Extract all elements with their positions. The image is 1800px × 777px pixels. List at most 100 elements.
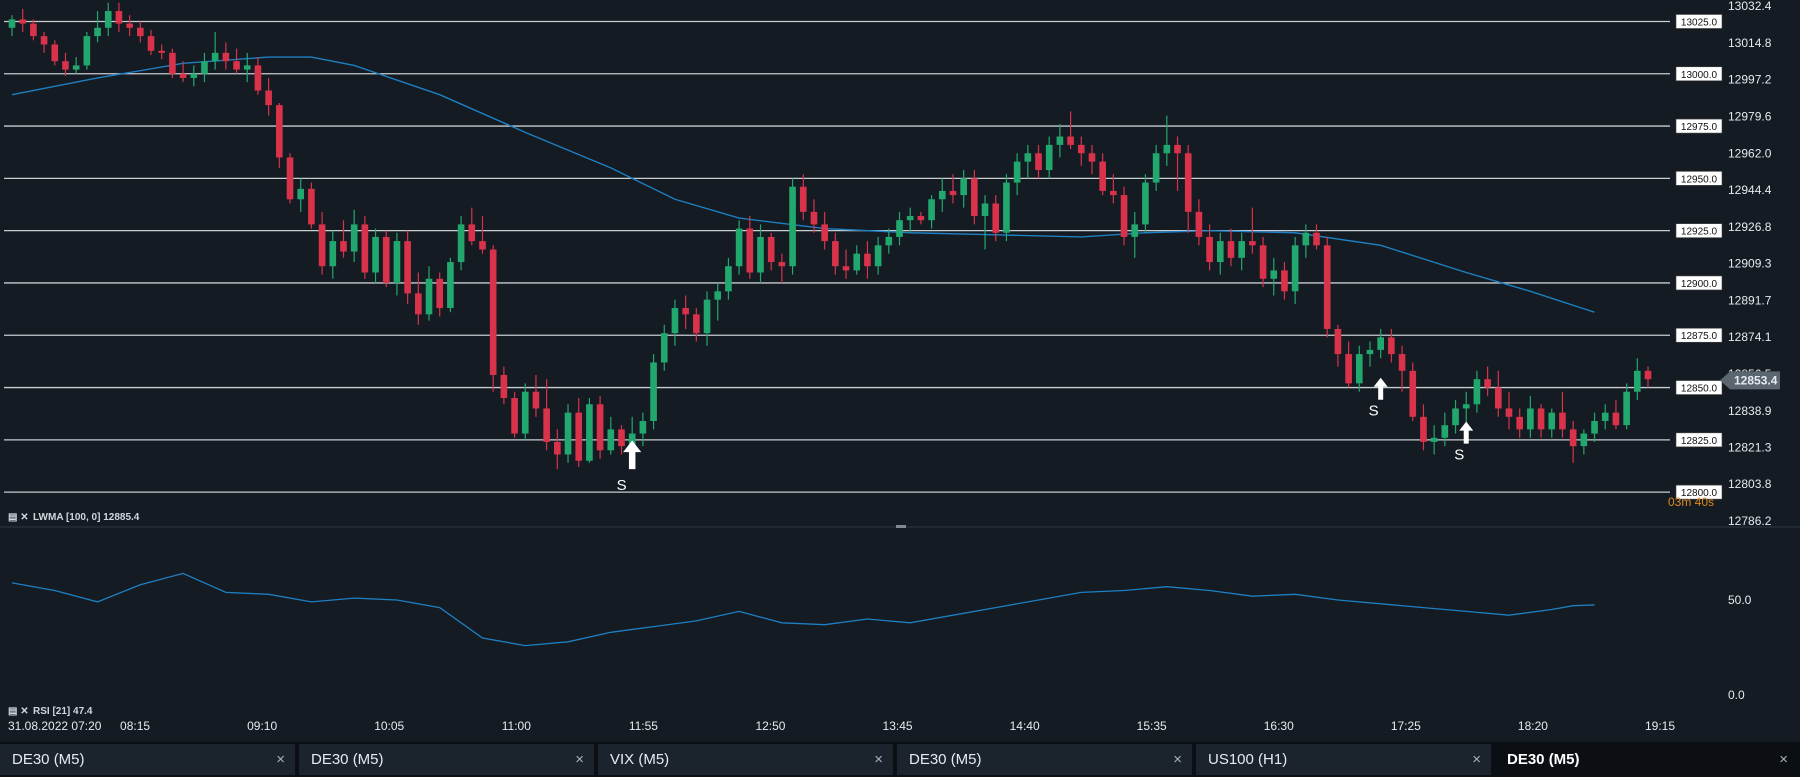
horizontal-levels[interactable]: 13025.0 13000.0 12975.0 12950.0 12925.0 12900… [4,14,1723,500]
candle-body [1216,241,1224,263]
close-icon[interactable]: × [276,751,285,768]
candle-body [436,278,444,309]
rsi-tick-0: 0.0 [1728,688,1745,702]
svg-text:▤ ✕: ▤ ✕ [8,512,29,523]
chart-area[interactable]: 13025.0 13000.0 12975.0 12950.0 12925.0 12900… [0,0,1800,742]
pane-resize-handle[interactable] [896,525,906,528]
candle [511,391,518,438]
candle-body [243,65,251,70]
candle [1623,383,1630,430]
candle-body [746,228,754,273]
candle-body [1174,144,1181,154]
tab-de30-m5-2[interactable]: DE30 (M5) × [299,744,596,775]
candle [1473,370,1481,413]
candle-body [618,429,625,447]
candle [1355,345,1363,392]
candle-body [650,362,657,422]
signal-label: S [617,477,627,494]
price-tick: 12803.8 [1728,477,1772,491]
candle [596,395,604,459]
candle-body [425,278,433,315]
close-icon[interactable]: × [575,751,584,768]
price-axis[interactable]: 13032.4 13014.8 12997.2 12979.6 12962.0 12944… [1668,0,1780,528]
candle [83,31,91,70]
candle-body [447,262,454,309]
candle [72,57,80,74]
candle [789,178,796,275]
candle-body [564,412,572,455]
candle-body [393,241,401,283]
candle-body [757,236,764,273]
candle-body [511,398,518,434]
candle-body [543,408,550,442]
candle-body [1569,429,1577,447]
candle-body [1548,412,1556,430]
candle [1088,144,1096,175]
time-axis[interactable]: 31.08.2022 07:20 08:15 09:10 10:05 11:00 11:5… [8,719,1675,733]
candle [308,182,315,229]
candle [372,228,379,283]
candle-body [992,203,1000,233]
candle [853,245,861,275]
candle [179,61,187,83]
candle [1206,224,1213,271]
candle-body [671,308,679,334]
tab-de30-m5-3[interactable]: DE30 (M5) × [897,744,1194,775]
level-price-box [1675,327,1723,343]
tab-de30-m5-1[interactable]: DE30 (M5) × [0,744,297,775]
tab-label: DE30 (M5) [12,751,85,768]
candle [650,354,657,430]
time-tick: 09:10 [247,719,277,733]
candle-body [1409,370,1417,417]
candle [94,11,101,43]
candle-body [1633,370,1641,392]
candle [211,31,219,70]
candle-body [276,105,283,158]
close-icon[interactable]: × [1173,751,1182,768]
arrow-up-icon [1373,377,1388,400]
candle [810,199,818,233]
arrow-up-icon [1459,421,1474,444]
candle-body [489,249,497,375]
price-tick: 12944.4 [1728,183,1772,197]
candle [1174,136,1181,191]
candle-body [714,291,722,300]
candle-body [735,228,743,267]
candle [126,15,133,37]
tab-vix-m5[interactable]: VIX (M5) × [598,744,895,775]
candle-body [94,27,101,37]
candle [190,65,198,87]
candle-body [575,412,583,461]
candle-body [853,253,861,271]
candle-body [1077,144,1085,154]
tab-us100-h1[interactable]: US100 (H1) × [1196,744,1493,775]
candlestick-series [8,2,1652,470]
signal-marker: S [1369,377,1388,420]
candle-body [1612,412,1620,426]
level-price-box [1675,223,1723,238]
candle [1484,366,1491,396]
close-icon[interactable]: × [1472,751,1481,768]
candle [1398,345,1406,392]
candle [682,295,689,329]
candle [8,15,16,37]
rsi-legend: ▤ ✕ RSI [21] 47.4 [8,706,93,717]
candle-body [1056,136,1064,145]
candle [971,169,978,225]
time-tick: 19:15 [1645,719,1675,733]
candle [1120,186,1128,246]
candle [1334,324,1342,367]
candle-body [1142,182,1149,225]
candle-body [350,224,358,252]
close-icon[interactable]: × [1779,751,1788,768]
candle-body [725,266,732,292]
candle [136,21,144,43]
candle-body [415,293,422,315]
candle-body [329,241,337,267]
candle-body [1206,236,1213,263]
tab-de30-m5-active[interactable]: DE30 (M5) × [1495,744,1800,775]
current-price-tag [1720,371,1780,390]
candle-body [254,65,262,91]
close-icon[interactable]: × [874,751,883,768]
price-tick: 13032.4 [1728,0,1772,13]
